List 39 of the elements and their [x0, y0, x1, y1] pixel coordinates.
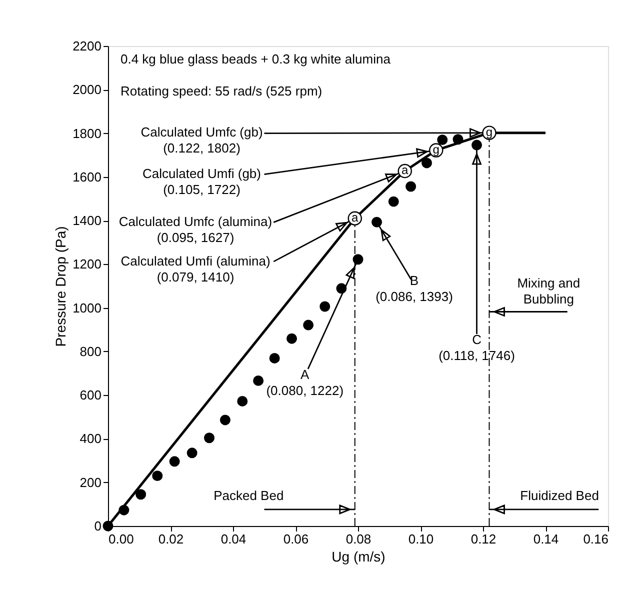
y-tick-label: 1200	[72, 256, 102, 272]
y-tick-label: 200	[80, 474, 102, 490]
y-tick-label: 1000	[72, 300, 102, 316]
annotation: C (0.118, 1746)	[438, 332, 515, 363]
x-axis-title: Ug (m/s)	[332, 548, 386, 564]
y-tick-label: 2200	[72, 38, 102, 54]
x-tick-label: 0.10	[408, 532, 434, 546]
x-tick-label: 0.14	[533, 532, 559, 546]
x-tick-label: 0.00	[108, 532, 134, 546]
x-tick-label: 0.08	[346, 532, 372, 546]
annotation: Rotating speed: 55 rad/s (525 rpm)	[120, 83, 322, 98]
annotation: g	[432, 142, 440, 156]
annotation: a	[402, 163, 409, 178]
annotation: g	[486, 124, 493, 139]
y-tick-label: 0	[94, 518, 102, 534]
annotation: Calculated Umfc (alumina) (0.095, 1627)	[118, 214, 272, 246]
annotation: Calculated Umfi (alumina) (0.079, 1410)	[120, 253, 270, 284]
x-tick-label: 0.16	[583, 532, 608, 546]
y-tick-label: 1800	[72, 126, 102, 141]
annotation: Packed Bed	[214, 488, 284, 503]
y-tick-label: 1600	[72, 169, 102, 184]
x-tick-label: 0.12	[470, 532, 496, 546]
annotation: 0.4 kg blue glass beads + 0.3 kg white alumina	[120, 52, 392, 67]
y-tick-label: 800	[80, 344, 102, 359]
annotation: a	[352, 210, 359, 224]
annotation: Calculated Umfi (gb) (0.105, 1722)	[142, 166, 261, 198]
y-tick-label: 1400	[72, 213, 102, 228]
x-tick-label: 0.06	[283, 532, 309, 546]
y-axis-title: Pressure Drop (Pa)	[52, 226, 69, 347]
y-tick-label: 600	[80, 388, 102, 403]
x-tick-label: 0.02	[158, 532, 184, 546]
annotation: B (0.086, 1393)	[376, 273, 453, 304]
x-tick-label: 0.04	[220, 532, 246, 546]
y-tick-label: 2000	[72, 82, 102, 98]
annotation: A (0.080, 1222)	[266, 366, 344, 398]
annotation: Calculated Umfc (gb) (0.122, 1802)	[140, 124, 263, 156]
y-tick-label: 400	[80, 431, 102, 446]
annotation: Fluidized Bed	[520, 488, 599, 503]
annotation: Mixing and Bubbling	[517, 275, 580, 306]
